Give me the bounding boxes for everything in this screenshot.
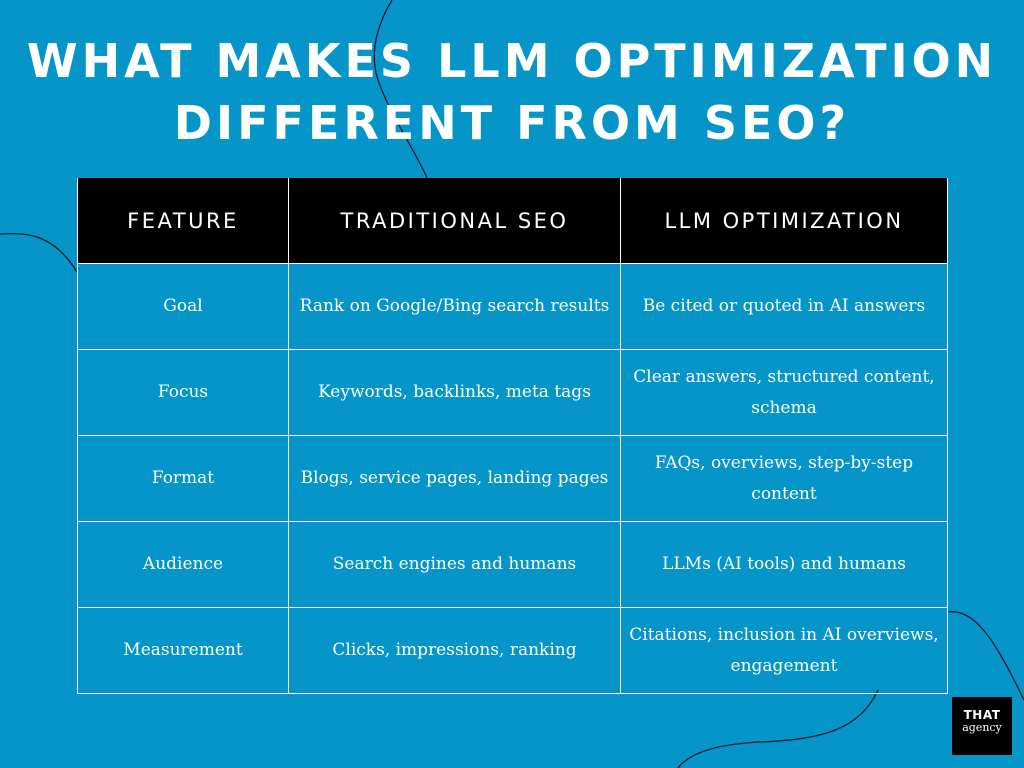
table-row: Format Blogs, service pages, landing pag…	[77, 435, 948, 522]
llm-cell: Clear answers, structured content, schem…	[620, 349, 948, 436]
table-row: Audience Search engines and humans LLMs …	[77, 521, 948, 608]
seo-cell: Keywords, backlinks, meta tags	[288, 349, 621, 436]
title-line-1: WHAT MAKES LLM OPTIMIZATION	[26, 34, 998, 88]
feature-cell: Measurement	[77, 607, 289, 694]
title-line-2: DIFFERENT FROM SEO?	[173, 96, 851, 150]
deco-line-right	[946, 611, 1024, 701]
deco-line-bottom	[677, 689, 879, 768]
seo-cell: Clicks, impressions, ranking	[288, 607, 621, 694]
table-row: Focus Keywords, backlinks, meta tags Cle…	[77, 349, 948, 436]
header-llm-optimization: LLM OPTIMIZATION	[620, 178, 948, 264]
llm-cell: LLMs (AI tools) and humans	[620, 521, 948, 608]
that-agency-logo: THAT agency	[952, 697, 1012, 755]
seo-cell: Rank on Google/Bing search results	[288, 263, 621, 350]
table-row: Measurement Clicks, impressions, ranking…	[77, 607, 948, 694]
llm-cell: Be cited or quoted in AI answers	[620, 263, 948, 350]
seo-cell: Blogs, service pages, landing pages	[288, 435, 621, 522]
page-title: WHAT MAKES LLM OPTIMIZATION DIFFERENT FR…	[0, 30, 1024, 154]
seo-cell: Search engines and humans	[288, 521, 621, 608]
header-feature: FEATURE	[77, 178, 289, 264]
table-header-row: FEATURE TRADITIONAL SEO LLM OPTIMIZATION	[77, 178, 948, 264]
table-row: Goal Rank on Google/Bing search results …	[77, 263, 948, 350]
feature-cell: Format	[77, 435, 289, 522]
logo-line-1: THAT	[963, 708, 1001, 722]
feature-cell: Focus	[77, 349, 289, 436]
deco-line-left	[0, 232, 78, 273]
llm-cell: Citations, inclusion in AI overviews, en…	[620, 607, 948, 694]
llm-cell: FAQs, overviews, step-by-step content	[620, 435, 948, 522]
feature-cell: Goal	[77, 263, 289, 350]
feature-cell: Audience	[77, 521, 289, 608]
logo-line-2: agency	[962, 721, 1002, 734]
comparison-table: FEATURE TRADITIONAL SEO LLM OPTIMIZATION…	[77, 178, 948, 694]
header-traditional-seo: TRADITIONAL SEO	[288, 178, 621, 264]
